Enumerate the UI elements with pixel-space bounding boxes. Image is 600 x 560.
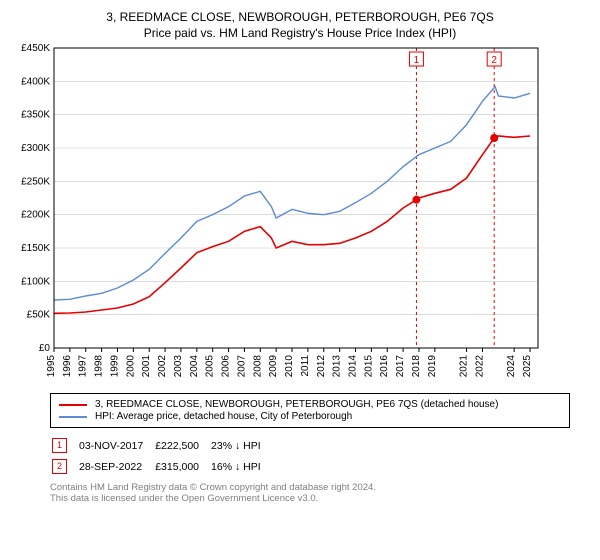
- svg-text:2025: 2025: [522, 355, 533, 378]
- sales-table: 1 03-NOV-2017£222,50023% ↓ HPI 2 28-SEP-202…: [50, 434, 273, 478]
- svg-text:1996: 1996: [62, 355, 73, 378]
- sale-date: 03-NOV-2017: [79, 436, 153, 455]
- sale-price: £222,500: [155, 436, 209, 455]
- svg-text:2018: 2018: [411, 355, 422, 378]
- sale-delta: 23% ↓ HPI: [211, 436, 271, 455]
- footer: Contains HM Land Registry data © Crown c…: [50, 482, 570, 504]
- svg-text:2: 2: [491, 55, 497, 66]
- svg-text:2003: 2003: [173, 355, 184, 378]
- sale-marker-icon: 2: [52, 459, 67, 474]
- svg-text:1997: 1997: [78, 355, 89, 378]
- svg-text:2001: 2001: [141, 355, 152, 378]
- sale-price: £315,000: [155, 457, 209, 476]
- legend-swatch-property: [59, 404, 87, 406]
- svg-text:1999: 1999: [109, 355, 120, 378]
- sale-date: 28-SEP-2022: [79, 457, 153, 476]
- svg-text:£200K: £200K: [21, 210, 50, 221]
- svg-text:£450K: £450K: [21, 43, 50, 54]
- footer-copyright: Contains HM Land Registry data © Crown c…: [50, 482, 570, 493]
- svg-text:1998: 1998: [94, 355, 105, 378]
- svg-text:2000: 2000: [125, 355, 136, 378]
- svg-text:1: 1: [414, 55, 420, 66]
- sale-marker-icon: 1: [52, 438, 67, 453]
- svg-text:£100K: £100K: [21, 276, 50, 287]
- svg-text:2013: 2013: [332, 355, 343, 378]
- svg-text:2005: 2005: [205, 355, 216, 378]
- svg-text:1995: 1995: [46, 355, 57, 378]
- svg-text:2024: 2024: [506, 355, 517, 378]
- svg-text:£400K: £400K: [21, 76, 50, 87]
- svg-text:2006: 2006: [221, 355, 232, 378]
- sale-row: 1 03-NOV-2017£222,50023% ↓ HPI: [52, 436, 271, 455]
- price-chart: £0 £50K £100K £150K £200K £250K £300K £350K £400…: [10, 40, 590, 385]
- legend-row-property: 3, REEDMACE CLOSE, NEWBOROUGH, PETERBORO…: [59, 399, 561, 410]
- legend-label-hpi: HPI: Average price, detached house, City…: [95, 411, 352, 422]
- svg-text:2019: 2019: [427, 355, 438, 378]
- footer-licence: This data is licensed under the Open Gov…: [50, 493, 570, 504]
- sale-delta: 16% ↓ HPI: [211, 457, 271, 476]
- svg-text:2016: 2016: [379, 355, 390, 378]
- svg-text:£300K: £300K: [21, 143, 50, 154]
- svg-text:2002: 2002: [157, 355, 168, 378]
- sale-row: 2 28-SEP-2022£315,00016% ↓ HPI: [52, 457, 271, 476]
- svg-text:2008: 2008: [252, 355, 263, 378]
- svg-text:£0: £0: [39, 343, 51, 354]
- legend-swatch-hpi: [59, 416, 87, 418]
- svg-text:£250K: £250K: [21, 176, 50, 187]
- legend-row-hpi: HPI: Average price, detached house, City…: [59, 411, 561, 422]
- svg-text:2021: 2021: [459, 355, 470, 378]
- svg-text:2011: 2011: [300, 355, 311, 377]
- svg-text:2010: 2010: [284, 355, 295, 378]
- svg-text:2009: 2009: [268, 355, 279, 378]
- svg-text:£50K: £50K: [27, 310, 51, 321]
- svg-text:£350K: £350K: [21, 110, 50, 121]
- legend: 3, REEDMACE CLOSE, NEWBOROUGH, PETERBORO…: [50, 393, 570, 428]
- svg-text:2022: 2022: [474, 355, 485, 378]
- title-subtitle: Price paid vs. HM Land Registry's House …: [10, 26, 590, 40]
- svg-text:2004: 2004: [189, 355, 200, 378]
- svg-text:2017: 2017: [395, 355, 406, 378]
- svg-text:2007: 2007: [236, 355, 247, 378]
- title-address: 3, REEDMACE CLOSE, NEWBOROUGH, PETERBORO…: [10, 10, 590, 24]
- svg-text:2014: 2014: [348, 355, 359, 378]
- svg-text:2012: 2012: [316, 355, 327, 378]
- svg-text:£150K: £150K: [21, 243, 50, 254]
- legend-label-property: 3, REEDMACE CLOSE, NEWBOROUGH, PETERBORO…: [95, 399, 498, 410]
- svg-text:2015: 2015: [363, 355, 374, 378]
